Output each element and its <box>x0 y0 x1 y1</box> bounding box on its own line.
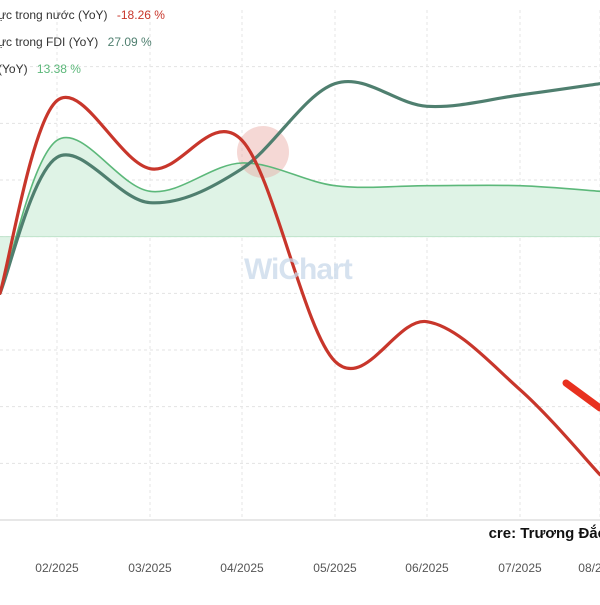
legend-label-domestic: ực trong nước (YoY) <box>0 8 108 22</box>
credit-text: cre: Trương Đắc <box>489 525 600 542</box>
legend-value-fdi: 27.09 % <box>108 35 152 49</box>
x-tick-label: 04/2025 <box>220 561 264 575</box>
legend-label-fdi: ực trong FDI (YoY) <box>0 35 98 49</box>
x-tick-label: 08/2025 <box>578 561 600 575</box>
legend-value-total: 13.38 % <box>37 62 81 76</box>
x-tick-label: 03/2025 <box>128 561 172 575</box>
legend-item-total[interactable]: (YoY) 13.38 % <box>0 62 81 76</box>
annotation-arrow <box>566 383 600 408</box>
legend-value-domestic: -18.26 % <box>117 8 165 22</box>
tick-layer: 02/2025 03/2025 04/2025 05/2025 06/2025 07/20… <box>35 561 600 575</box>
legend-label-total: (YoY) <box>0 62 28 76</box>
x-tick-label: 06/2025 <box>405 561 449 575</box>
legend-item-domestic[interactable]: ực trong nước (YoY) -18.26 % <box>0 8 165 22</box>
watermark: WiChart <box>244 253 352 287</box>
x-tick-label: 02/2025 <box>35 561 79 575</box>
legend-item-fdi[interactable]: ực trong FDI (YoY) 27.09 % <box>0 35 152 49</box>
x-tick-label: 05/2025 <box>313 561 357 575</box>
x-tick-label: 07/2025 <box>498 561 542 575</box>
